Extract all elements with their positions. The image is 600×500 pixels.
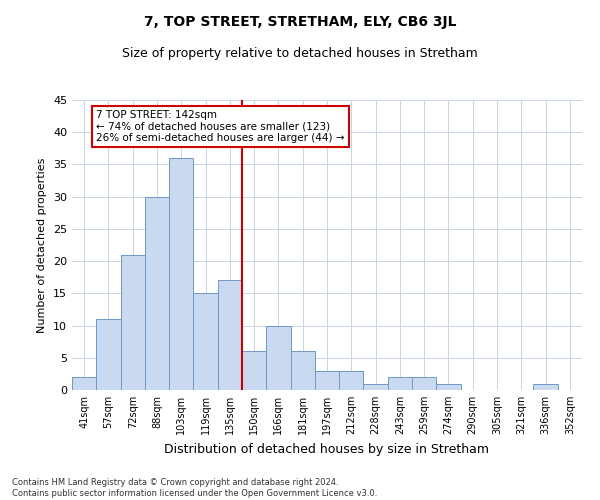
Bar <box>266 326 290 390</box>
X-axis label: Distribution of detached houses by size in Stretham: Distribution of detached houses by size … <box>164 442 490 456</box>
Bar <box>339 370 364 390</box>
Bar <box>290 352 315 390</box>
Text: 7, TOP STREET, STRETHAM, ELY, CB6 3JL: 7, TOP STREET, STRETHAM, ELY, CB6 3JL <box>144 15 456 29</box>
Bar <box>72 377 96 390</box>
Bar <box>193 294 218 390</box>
Bar <box>145 196 169 390</box>
Bar <box>364 384 388 390</box>
Text: Size of property relative to detached houses in Stretham: Size of property relative to detached ho… <box>122 48 478 60</box>
Bar <box>436 384 461 390</box>
Bar <box>388 377 412 390</box>
Text: 7 TOP STREET: 142sqm
← 74% of detached houses are smaller (123)
26% of semi-deta: 7 TOP STREET: 142sqm ← 74% of detached h… <box>96 110 345 143</box>
Bar <box>412 377 436 390</box>
Bar <box>533 384 558 390</box>
Bar <box>96 319 121 390</box>
Bar <box>242 352 266 390</box>
Text: Contains HM Land Registry data © Crown copyright and database right 2024.
Contai: Contains HM Land Registry data © Crown c… <box>12 478 377 498</box>
Bar <box>169 158 193 390</box>
Bar <box>315 370 339 390</box>
Bar <box>121 254 145 390</box>
Y-axis label: Number of detached properties: Number of detached properties <box>37 158 47 332</box>
Bar <box>218 280 242 390</box>
